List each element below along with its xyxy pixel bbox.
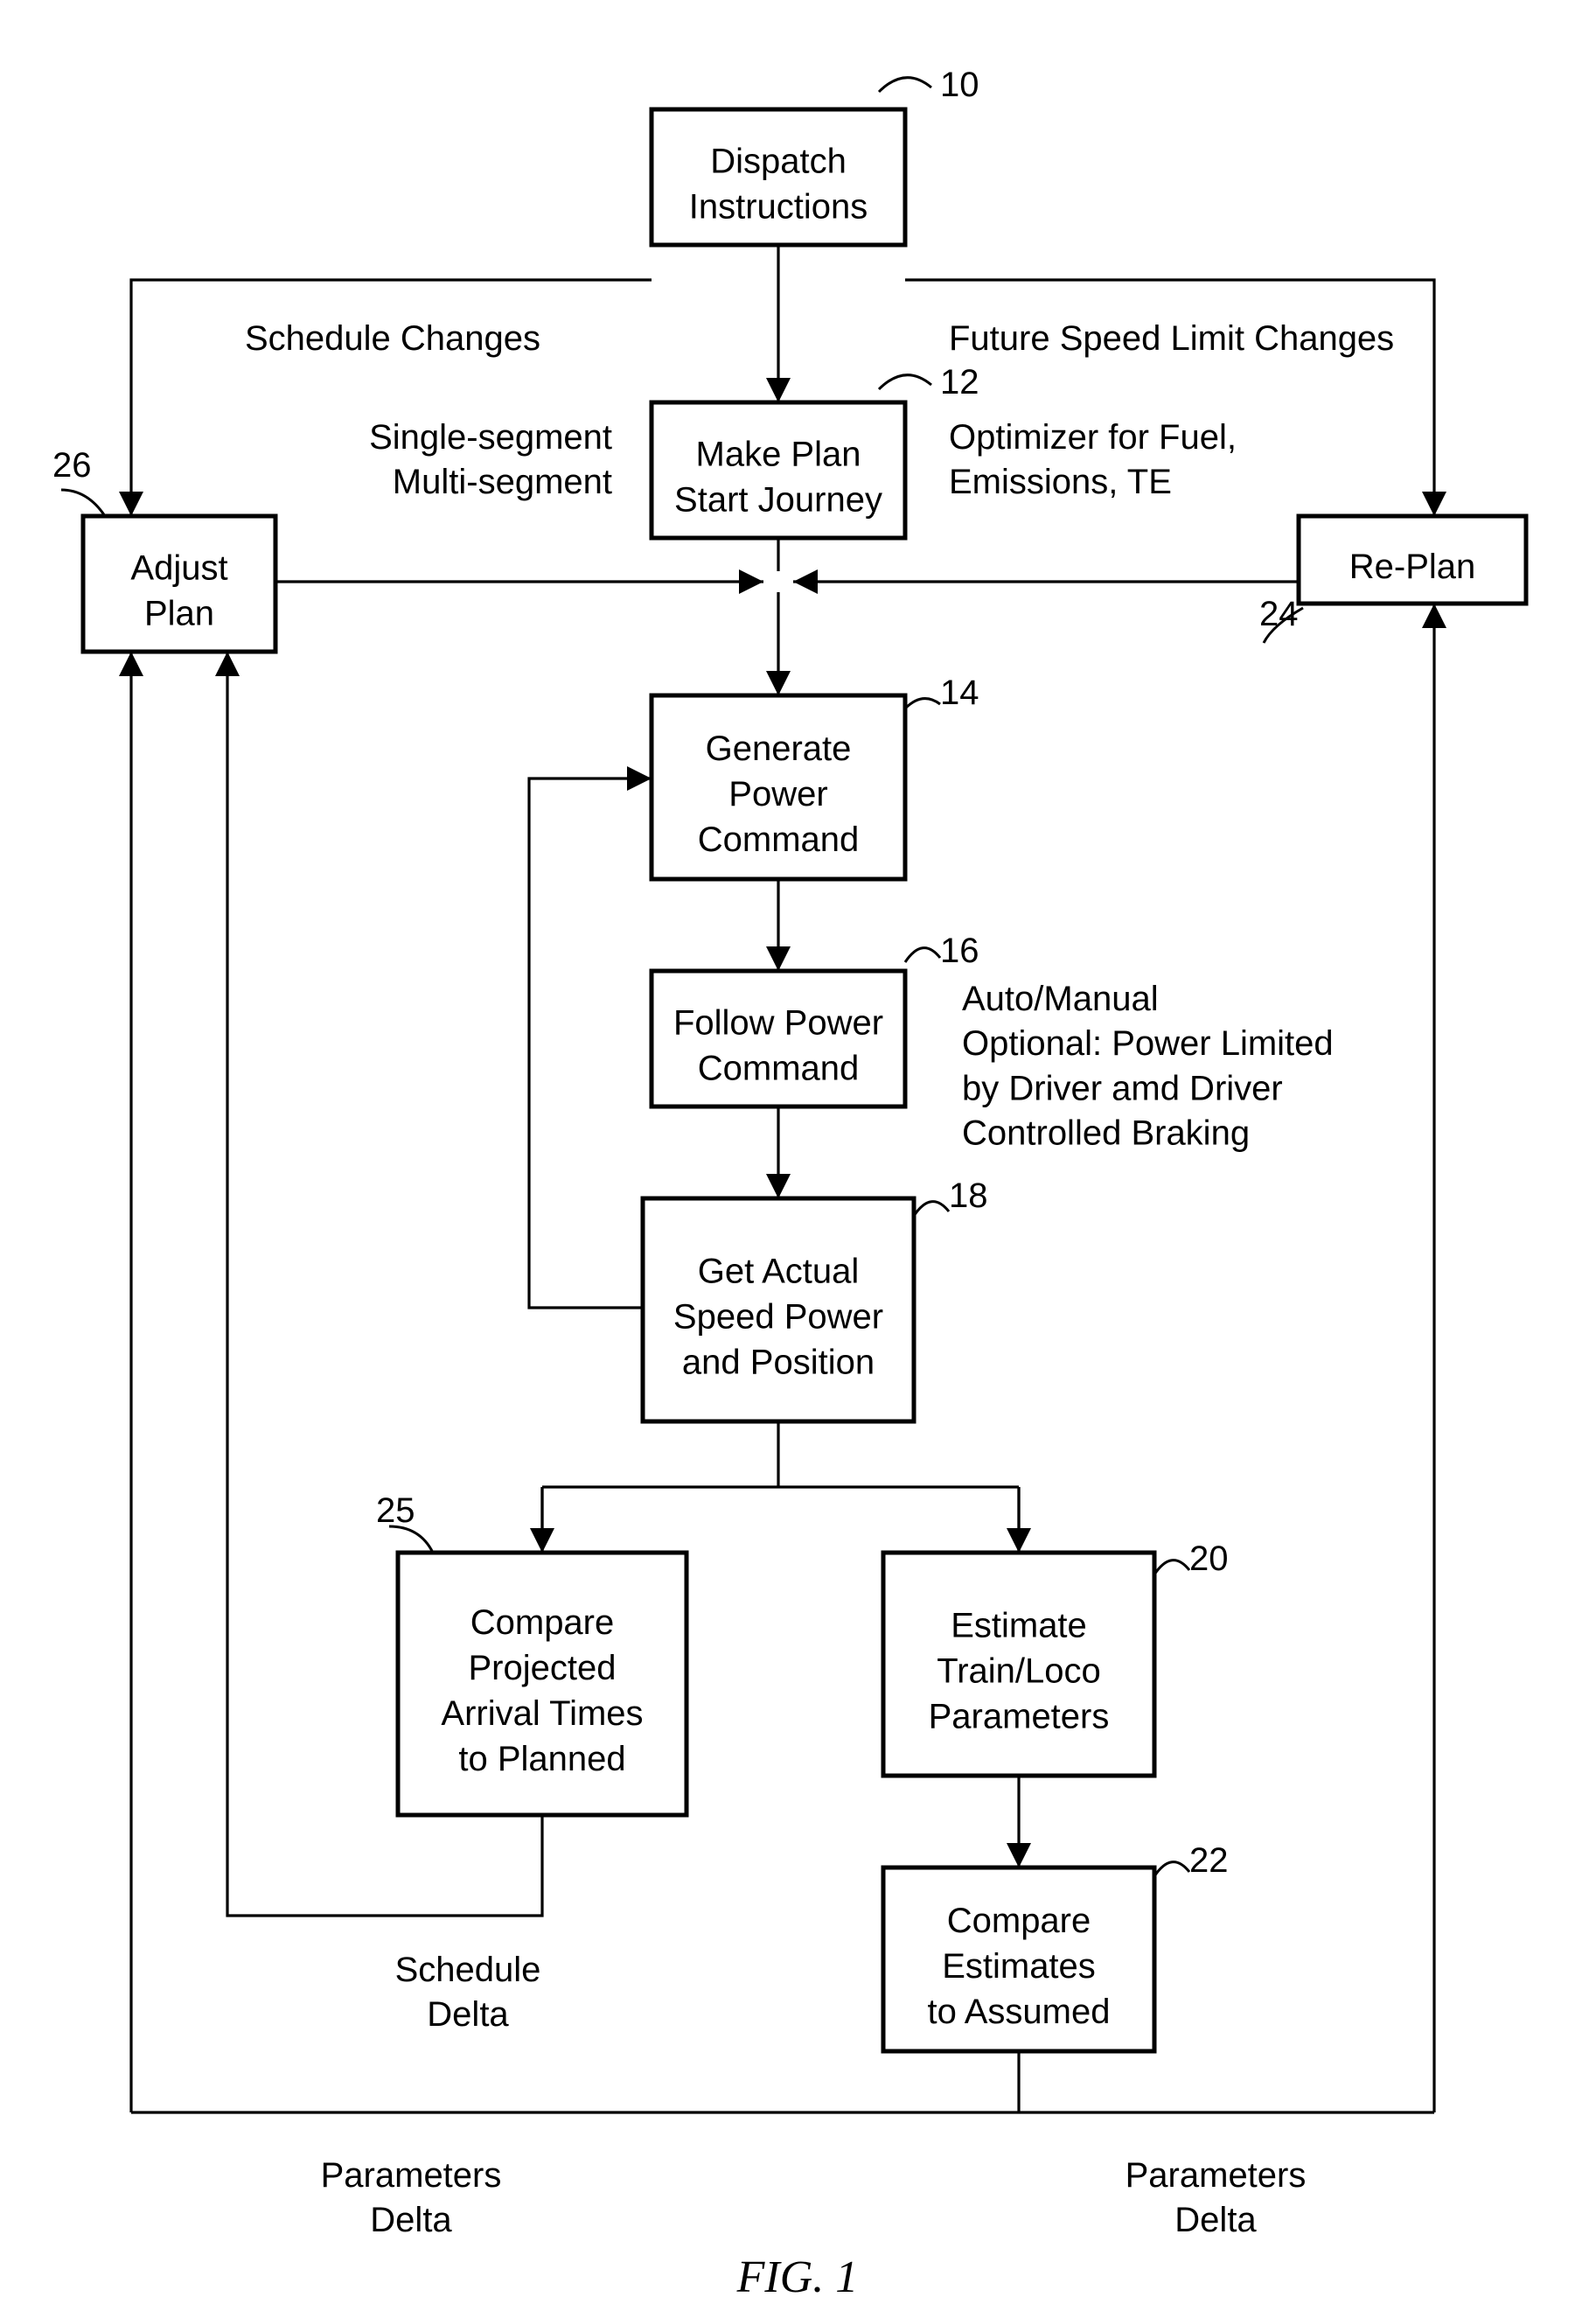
edge-e-getact-genpwr-fb — [529, 778, 652, 1308]
node-label-getact-0: Get Actual — [698, 1252, 860, 1290]
arrowhead — [530, 1528, 554, 1553]
node-ref-esttrain: 20 — [1189, 1540, 1229, 1578]
arrowhead — [215, 652, 240, 676]
annotation-a-param-delta-l-0: Parameters — [321, 2156, 502, 2195]
node-label-cmpest-2: to Assumed — [927, 1993, 1110, 2031]
arrowhead — [766, 378, 791, 402]
ref-leader-rl-10 — [879, 78, 931, 92]
node-label-dispatch-0: Dispatch — [710, 142, 847, 180]
node-label-esttrain-1: Train/Loco — [937, 1651, 1101, 1690]
node-label-followpwr-0: Follow Power — [673, 1003, 883, 1042]
arrowhead — [1422, 604, 1446, 628]
edge-e-getact-fork — [542, 1421, 1019, 1553]
ref-leader-rl-22 — [1154, 1862, 1189, 1876]
node-label-cmpproj-3: to Planned — [458, 1740, 625, 1778]
node-ref-genpwr: 14 — [940, 674, 979, 712]
node-ref-followpwr: 16 — [940, 932, 979, 970]
node-dispatch: Dispatch Instructions 10 — [652, 66, 979, 245]
arrowhead — [627, 766, 652, 791]
annotation-a-optimizer-0: Optimizer for Fuel, — [949, 418, 1237, 457]
node-label-esttrain-2: Parameters — [929, 1697, 1110, 1735]
node-genpwr: Generate Power Command 14 — [652, 674, 979, 879]
figure-caption: FIG. 1 — [736, 2252, 859, 2302]
node-label-makeplan-1: Start Journey — [674, 480, 882, 519]
annotation-a-optimizer-1: Emissions, TE — [949, 463, 1172, 501]
ref-leader-rl-18 — [914, 1202, 949, 1216]
node-label-cmpproj-0: Compare — [470, 1603, 615, 1642]
arrowhead — [1422, 492, 1446, 516]
node-label-cmpproj-2: Arrival Times — [441, 1694, 643, 1733]
node-ref-cmpest: 22 — [1189, 1841, 1229, 1880]
node-followpwr: Follow Power Command 16 — [652, 932, 979, 1107]
node-label-genpwr-2: Command — [698, 820, 860, 859]
arrowhead — [766, 671, 791, 695]
node-label-genpwr-0: Generate — [706, 730, 852, 768]
annotation-a-sched-delta-1: Delta — [427, 1995, 509, 2034]
annotation-a-auto-manual-3: Controlled Braking — [962, 1114, 1250, 1153]
ref-leader-rl-14 — [905, 699, 940, 709]
annotation-a-single-multi-1: Multi-segment — [393, 463, 612, 501]
arrowhead — [119, 492, 143, 516]
arrowhead — [1007, 1528, 1031, 1553]
ref-leader-rl-25 — [389, 1526, 433, 1553]
node-ref-getact: 18 — [949, 1176, 988, 1215]
node-label-genpwr-1: Power — [728, 775, 827, 813]
arrowhead — [766, 1174, 791, 1198]
node-esttrain: Estimate Train/Loco Parameters 20 — [883, 1540, 1229, 1776]
node-ref-adjust: 26 — [52, 446, 92, 485]
arrowhead — [119, 652, 143, 676]
ref-leader-rl-12 — [879, 375, 931, 389]
node-ref-dispatch: 10 — [940, 66, 979, 104]
node-label-getact-2: and Position — [682, 1343, 875, 1381]
arrowhead — [793, 569, 818, 594]
annotation-a-sched-changes-0: Schedule Changes — [245, 319, 540, 358]
node-ref-replan: 24 — [1259, 595, 1299, 633]
annotation-a-single-multi-0: Single-segment — [369, 418, 612, 457]
node-label-replan-0: Re-Plan — [1349, 548, 1476, 586]
node-label-makeplan-0: Make Plan — [696, 435, 861, 473]
node-makeplan: Make Plan Start Journey 12 — [652, 363, 979, 538]
ref-leader-rl-26 — [61, 490, 105, 516]
annotation-a-auto-manual-2: by Driver amd Driver — [962, 1069, 1283, 1107]
arrowhead — [1007, 1843, 1031, 1868]
node-label-adjust-1: Plan — [144, 594, 214, 632]
node-label-followpwr-1: Command — [698, 1049, 860, 1087]
node-replan: Re-Plan 24 — [1259, 516, 1526, 633]
node-label-cmpest-0: Compare — [947, 1902, 1091, 1940]
flowchart-canvas: Dispatch Instructions 10 Make Plan Start Jou… — [0, 0, 1596, 2311]
annotation-a-future-spd-0: Future Speed Limit Changes — [949, 319, 1394, 358]
node-label-cmpest-1: Estimates — [942, 1947, 1096, 1986]
node-label-adjust-0: Adjust — [130, 548, 227, 587]
node-label-esttrain-0: Estimate — [951, 1606, 1087, 1644]
annotation-a-param-delta-r-0: Parameters — [1126, 2156, 1307, 2195]
annotation-a-sched-delta-0: Schedule — [395, 1951, 541, 1989]
node-cmpest: Compare Estimates to Assumed 22 — [883, 1841, 1229, 2051]
annotation-a-auto-manual-0: Auto/Manual — [962, 980, 1159, 1018]
node-ref-cmpproj: 25 — [376, 1491, 415, 1530]
node-label-getact-1: Speed Power — [673, 1297, 883, 1336]
node-ref-makeplan: 12 — [940, 363, 979, 401]
ref-leader-rl-20 — [1154, 1560, 1189, 1574]
node-adjust: Adjust Plan 26 — [52, 446, 275, 652]
annotation-a-auto-manual-1: Optional: Power Limited — [962, 1024, 1334, 1063]
annotation-a-param-delta-r-1: Delta — [1174, 2201, 1257, 2239]
node-label-dispatch-1: Instructions — [689, 187, 868, 226]
annotation-a-param-delta-l-1: Delta — [370, 2201, 452, 2239]
node-label-cmpproj-1: Projected — [469, 1649, 617, 1687]
ref-leader-rl-16 — [905, 948, 940, 962]
arrowhead — [766, 946, 791, 971]
node-getact: Get Actual Speed Power and Position 18 — [643, 1176, 988, 1421]
arrowhead — [739, 569, 763, 594]
